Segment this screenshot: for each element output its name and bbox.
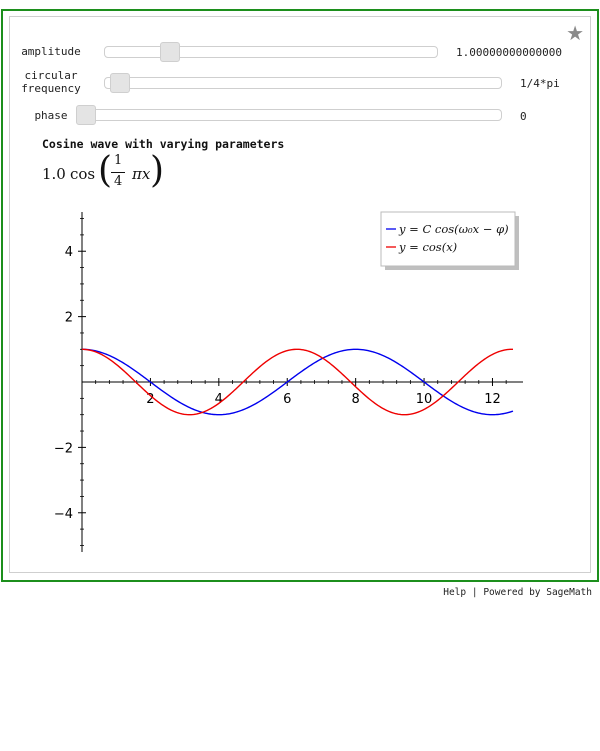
frequency-control: circular frequency 1/4*pi bbox=[10, 67, 590, 97]
amplitude-control: amplitude 1.00000000000000 bbox=[10, 39, 590, 63]
interact-panel: ★ amplitude 1.00000000000000 circular fr… bbox=[9, 16, 591, 573]
phase-value: 0 bbox=[520, 110, 527, 123]
series-line-2 bbox=[81, 348, 514, 416]
formula-fraction-bar bbox=[111, 172, 125, 173]
x-tick-label: 12 bbox=[484, 392, 501, 407]
y-tick-label: 4 bbox=[65, 245, 73, 260]
formula-denominator: 4 bbox=[114, 174, 123, 189]
x-tick-label: 4 bbox=[215, 392, 223, 407]
frequency-value: 1/4*pi bbox=[520, 77, 560, 90]
legend-label-series-2: y = cos(x) bbox=[398, 240, 457, 254]
amplitude-slider-handle[interactable] bbox=[160, 42, 180, 62]
x-tick-label: 2 bbox=[146, 392, 154, 407]
frequency-label-line2: frequency bbox=[21, 82, 81, 95]
formula-coefficient: 1.0 bbox=[42, 165, 66, 183]
output-caption: Cosine wave with varying parameters bbox=[42, 137, 285, 151]
cosine-plot: 2 4 6 8 10 12 −4 −2 2 4 y = C cos(ω₀x − φ) y = co… bbox=[54, 211, 523, 552]
legend-box bbox=[380, 211, 516, 267]
amplitude-value: 1.00000000000000 bbox=[456, 46, 562, 59]
phase-slider-track[interactable] bbox=[76, 109, 502, 121]
amplitude-slider-track[interactable] bbox=[104, 46, 438, 58]
series-line-1 bbox=[81, 348, 514, 416]
x-tick-label: 8 bbox=[352, 392, 360, 407]
x-tick-label: 10 bbox=[416, 392, 433, 407]
y-tick-label: 2 bbox=[65, 311, 73, 326]
plot-axes: 2 4 6 8 10 12 −4 −2 2 4 bbox=[54, 212, 523, 552]
legend-label-series-1: y = C cos(ω₀x − φ) bbox=[398, 222, 509, 236]
interact-cell-frame: ★ amplitude 1.00000000000000 circular fr… bbox=[1, 9, 599, 582]
plot-legend: y = C cos(ω₀x − φ) y = cos(x) bbox=[380, 211, 519, 270]
formula-left-paren: ( bbox=[98, 150, 113, 191]
star-icon[interactable]: ★ bbox=[566, 21, 584, 45]
footer-separator: | bbox=[471, 587, 478, 598]
help-link[interactable]: Help bbox=[443, 587, 467, 598]
frequency-label-line1: circular bbox=[24, 69, 78, 82]
phase-label: phase bbox=[34, 109, 68, 122]
y-tick-label: −4 bbox=[54, 507, 73, 522]
formula-right-paren: ) bbox=[150, 150, 165, 191]
y-tick-label: −2 bbox=[54, 441, 73, 456]
powered-by-link[interactable]: Powered by SageMath bbox=[483, 587, 592, 598]
formula-numerator: 1 bbox=[114, 153, 123, 168]
formula-func: cos bbox=[70, 165, 96, 183]
frequency-slider-handle[interactable] bbox=[110, 73, 130, 93]
frequency-label: circular frequency bbox=[16, 69, 86, 95]
frequency-slider-track[interactable] bbox=[104, 77, 502, 89]
plot-series bbox=[81, 348, 514, 416]
output-formula: 1.0 cos ( 1 4 πx ) bbox=[42, 150, 182, 197]
footer: Help | Powered by SageMath bbox=[443, 587, 592, 598]
phase-slider-handle[interactable] bbox=[76, 105, 96, 125]
formula-tail: πx bbox=[132, 165, 151, 183]
amplitude-label: amplitude bbox=[21, 45, 81, 58]
x-tick-label: 6 bbox=[283, 392, 291, 407]
phase-control: phase 0 bbox=[10, 103, 590, 127]
